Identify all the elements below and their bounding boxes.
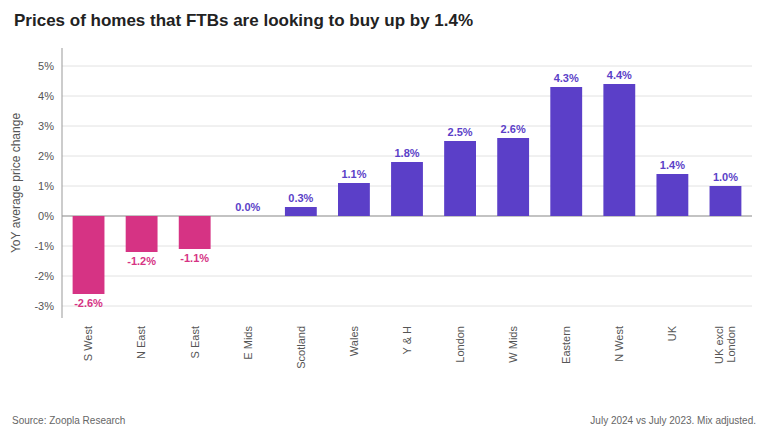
x-tick-label: Y & H xyxy=(401,326,413,355)
x-tick-label-line: N West xyxy=(613,326,625,362)
data-label: -1.2% xyxy=(127,255,156,267)
bar xyxy=(232,216,264,217)
x-tick-label: S East xyxy=(189,326,201,358)
x-tick: Y & H xyxy=(401,326,413,355)
x-tick-label-line: UK xyxy=(666,325,678,341)
x-tick-label: UK xyxy=(666,325,678,341)
grid-line xyxy=(62,306,752,307)
bar xyxy=(710,186,742,216)
x-tick-label-line: UK excl xyxy=(713,326,725,364)
data-label: 1.4% xyxy=(660,159,685,171)
y-tick-label: 4% xyxy=(38,90,54,102)
x-axis-ticks: S West N East S East E Mids Scotland Wales Y &… xyxy=(82,325,737,368)
x-tick-label-line: S East xyxy=(189,326,201,358)
bar xyxy=(497,138,529,216)
y-axis-line xyxy=(62,48,63,318)
data-label: 1.1% xyxy=(341,168,366,180)
x-tick-label: UK exclLondon xyxy=(713,326,737,364)
bar xyxy=(179,216,211,249)
y-axis-label: YoY average price change xyxy=(9,113,23,253)
x-tick: London xyxy=(454,326,466,363)
x-tick-label: N East xyxy=(135,326,147,359)
grid-line xyxy=(62,276,752,277)
bar xyxy=(391,162,423,216)
y-axis-ticks: -3% -2% -1% 0% 1% 2% 3% 4% 5% xyxy=(34,60,54,312)
y-tick-label: -3% xyxy=(34,300,54,312)
x-tick: Eastern xyxy=(560,326,572,364)
x-tick-label: Scotland xyxy=(295,326,307,369)
bar xyxy=(603,84,635,216)
data-label: 1.8% xyxy=(394,147,419,159)
data-label: -2.6% xyxy=(74,297,103,309)
x-tick: UK exclLondon xyxy=(713,326,737,364)
x-tick: N East xyxy=(135,326,147,359)
x-tick-label: N West xyxy=(613,326,625,362)
bar xyxy=(550,87,582,216)
page: {"chart_data": { "type": "bar", "title":… xyxy=(0,0,768,432)
x-tick-label-line: S West xyxy=(82,326,94,361)
y-tick-label: 5% xyxy=(38,60,54,72)
grid-line xyxy=(62,96,752,97)
y-tick-label: -1% xyxy=(34,240,54,252)
grid-line xyxy=(62,66,752,67)
y-tick-label: 1% xyxy=(38,180,54,192)
grid-line xyxy=(62,126,752,127)
bar xyxy=(73,216,105,294)
data-label: 4.3% xyxy=(554,72,579,84)
x-tick-label-line: Eastern xyxy=(560,326,572,364)
y-tick-label: 3% xyxy=(38,120,54,132)
x-tick: E Mids xyxy=(242,326,254,360)
x-tick-label: Wales xyxy=(348,326,360,357)
data-label: 0.0% xyxy=(235,201,260,213)
y-tick-label: -2% xyxy=(34,270,54,282)
x-tick-label-line: N East xyxy=(135,326,147,359)
x-tick-label-line: London xyxy=(725,326,737,363)
x-tick-label: Eastern xyxy=(560,326,572,364)
data-label: 2.5% xyxy=(448,126,473,138)
x-tick: Scotland xyxy=(295,326,307,369)
data-labels: -2.6% -1.2% -1.1% 0.0% 0.3% 1.1% 1.8% 2.5% 2.6% 4… xyxy=(74,69,738,309)
x-tick-label-line: W Mids xyxy=(507,326,519,363)
chart: Prices of homes that FTBs are looking to… xyxy=(0,0,768,432)
bar xyxy=(126,216,158,252)
x-tick-label-line: Wales xyxy=(348,326,360,357)
x-tick: S West xyxy=(82,326,94,361)
bar xyxy=(338,183,370,216)
x-tick-label-line: Y & H xyxy=(401,326,413,355)
bar xyxy=(285,207,317,216)
bar xyxy=(656,174,688,216)
x-tick: Wales xyxy=(348,326,360,357)
grid-line xyxy=(62,246,752,247)
x-tick: N West xyxy=(613,326,625,362)
x-tick-label: S West xyxy=(82,326,94,361)
y-tick-label: 2% xyxy=(38,150,54,162)
data-label: -1.1% xyxy=(180,252,209,264)
x-tick: UK xyxy=(666,325,678,341)
x-tick-label-line: London xyxy=(454,326,466,363)
x-tick-label-line: Scotland xyxy=(295,326,307,369)
footnote: Source: Zoopla Research xyxy=(12,415,125,426)
x-tick: W Mids xyxy=(507,326,519,363)
x-tick-label-line: E Mids xyxy=(242,326,254,360)
data-label: 4.4% xyxy=(607,69,632,81)
bar xyxy=(444,141,476,216)
x-tick-label: London xyxy=(454,326,466,363)
y-tick-label: 0% xyxy=(38,210,54,222)
footnote: July 2024 vs July 2023. Mix adjusted. xyxy=(590,415,756,426)
data-label: 0.3% xyxy=(288,192,313,204)
x-tick: S East xyxy=(189,326,201,358)
title: Prices of homes that FTBs are looking to… xyxy=(14,11,473,30)
grid xyxy=(62,66,752,306)
x-tick-label: E Mids xyxy=(242,326,254,360)
data-label: 2.6% xyxy=(501,123,526,135)
data-label: 1.0% xyxy=(713,171,738,183)
x-tick-label: W Mids xyxy=(507,326,519,363)
bars xyxy=(73,84,742,294)
